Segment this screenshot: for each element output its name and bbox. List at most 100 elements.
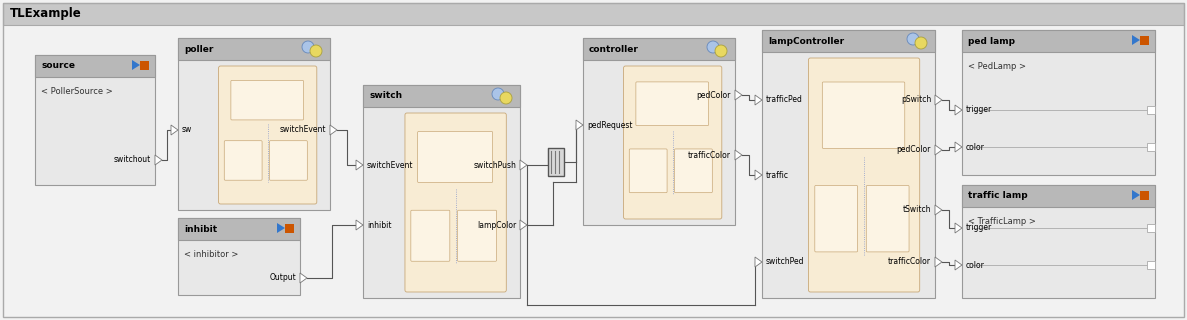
Polygon shape <box>277 223 285 233</box>
Text: tSwitch: tSwitch <box>902 205 931 214</box>
Text: pedColor: pedColor <box>896 146 931 155</box>
Polygon shape <box>956 260 961 270</box>
Polygon shape <box>935 95 942 105</box>
Polygon shape <box>1132 190 1140 200</box>
Text: lampColor: lampColor <box>477 220 516 229</box>
Text: pedColor: pedColor <box>697 91 731 100</box>
FancyBboxPatch shape <box>867 186 909 252</box>
FancyBboxPatch shape <box>1140 191 1149 200</box>
FancyBboxPatch shape <box>34 55 155 185</box>
Text: controller: controller <box>589 44 639 53</box>
FancyBboxPatch shape <box>583 38 735 225</box>
FancyBboxPatch shape <box>814 186 857 252</box>
Circle shape <box>491 88 504 100</box>
Text: pedRequest: pedRequest <box>588 121 633 130</box>
FancyBboxPatch shape <box>411 210 450 261</box>
FancyBboxPatch shape <box>418 132 493 182</box>
FancyBboxPatch shape <box>961 30 1155 175</box>
Text: traffic lamp: traffic lamp <box>969 191 1028 201</box>
Polygon shape <box>155 155 161 165</box>
Polygon shape <box>755 170 762 180</box>
FancyBboxPatch shape <box>405 113 507 292</box>
Polygon shape <box>935 145 942 155</box>
FancyBboxPatch shape <box>548 148 564 176</box>
Polygon shape <box>755 257 762 267</box>
Text: < TrafficLamp >: < TrafficLamp > <box>969 217 1036 226</box>
FancyBboxPatch shape <box>178 38 330 210</box>
Text: switchEvent: switchEvent <box>367 161 413 170</box>
FancyBboxPatch shape <box>583 38 735 60</box>
Polygon shape <box>171 125 178 135</box>
Circle shape <box>915 37 927 49</box>
FancyBboxPatch shape <box>4 3 1183 25</box>
Polygon shape <box>520 220 527 230</box>
Text: switchPush: switchPush <box>474 161 516 170</box>
Text: switchout: switchout <box>114 156 151 164</box>
FancyBboxPatch shape <box>629 149 667 193</box>
Text: traffic: traffic <box>766 171 789 180</box>
FancyBboxPatch shape <box>636 82 709 126</box>
FancyBboxPatch shape <box>762 30 935 298</box>
FancyBboxPatch shape <box>1147 106 1155 114</box>
Circle shape <box>907 33 919 45</box>
Polygon shape <box>356 160 363 170</box>
Polygon shape <box>735 150 742 160</box>
Polygon shape <box>956 223 961 233</box>
Polygon shape <box>576 120 583 130</box>
FancyBboxPatch shape <box>230 80 304 120</box>
Text: trigger: trigger <box>966 106 992 115</box>
Text: trafficColor: trafficColor <box>688 150 731 159</box>
Text: Output: Output <box>269 274 296 283</box>
FancyBboxPatch shape <box>808 58 920 292</box>
Text: poller: poller <box>184 44 214 53</box>
Text: pSwitch: pSwitch <box>901 95 931 105</box>
FancyBboxPatch shape <box>961 185 1155 207</box>
Text: switch: switch <box>369 92 402 100</box>
FancyBboxPatch shape <box>363 85 520 107</box>
Text: switchPed: switchPed <box>766 258 805 267</box>
Text: switchEvent: switchEvent <box>279 125 326 134</box>
FancyBboxPatch shape <box>762 30 935 52</box>
Circle shape <box>707 41 719 53</box>
Polygon shape <box>520 160 527 170</box>
Polygon shape <box>1132 35 1140 45</box>
Polygon shape <box>300 273 307 283</box>
FancyBboxPatch shape <box>178 218 300 295</box>
FancyBboxPatch shape <box>823 82 904 148</box>
Polygon shape <box>956 105 961 115</box>
Polygon shape <box>132 60 140 70</box>
FancyBboxPatch shape <box>961 30 1155 52</box>
Circle shape <box>301 41 315 53</box>
FancyBboxPatch shape <box>1140 36 1149 45</box>
Text: sw: sw <box>182 125 192 134</box>
Text: inhibit: inhibit <box>367 220 392 229</box>
FancyBboxPatch shape <box>34 55 155 77</box>
Text: < PedLamp >: < PedLamp > <box>969 62 1026 71</box>
FancyBboxPatch shape <box>1147 261 1155 269</box>
Text: ped lamp: ped lamp <box>969 36 1015 45</box>
Text: < inhibitor >: < inhibitor > <box>184 250 239 259</box>
Text: color: color <box>966 260 985 269</box>
Text: color: color <box>966 142 985 151</box>
Text: TLExample: TLExample <box>9 7 82 20</box>
Polygon shape <box>956 142 961 152</box>
FancyBboxPatch shape <box>269 141 307 180</box>
FancyBboxPatch shape <box>285 224 294 233</box>
Text: trafficPed: trafficPed <box>766 95 802 105</box>
Text: inhibit: inhibit <box>184 225 217 234</box>
FancyBboxPatch shape <box>178 38 330 60</box>
Polygon shape <box>330 125 337 135</box>
Polygon shape <box>755 95 762 105</box>
FancyBboxPatch shape <box>363 85 520 298</box>
FancyBboxPatch shape <box>1147 224 1155 232</box>
Text: trafficColor: trafficColor <box>888 258 931 267</box>
Text: lampController: lampController <box>768 36 844 45</box>
Text: < PollerSource >: < PollerSource > <box>42 87 113 96</box>
Polygon shape <box>735 90 742 100</box>
Text: source: source <box>42 61 75 70</box>
FancyBboxPatch shape <box>140 61 150 70</box>
FancyBboxPatch shape <box>623 66 722 219</box>
FancyBboxPatch shape <box>178 218 300 240</box>
FancyBboxPatch shape <box>218 66 317 204</box>
Polygon shape <box>356 220 363 230</box>
